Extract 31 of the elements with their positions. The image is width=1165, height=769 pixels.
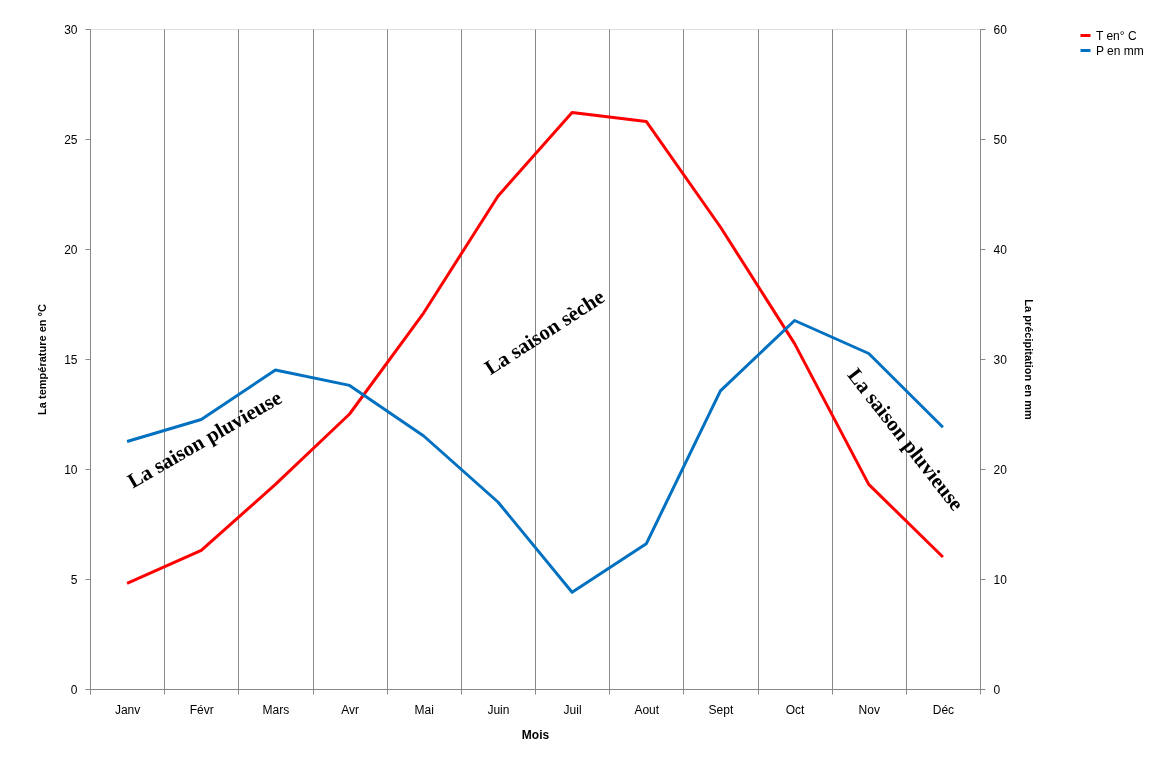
x-tick-label: Déc (932, 702, 955, 717)
y2-tick-label: 40 (993, 242, 1008, 257)
y2-tick-label: 20 (993, 462, 1008, 477)
x-tick-label: Juin (487, 702, 510, 717)
legend-label: P en mm (1096, 43, 1144, 58)
x-tick-label: Avr (341, 702, 359, 717)
x-tick-label: Sept (708, 702, 734, 717)
legend-label: T en° C (1096, 28, 1137, 43)
y-tick-label: 20 (64, 242, 78, 257)
y2-tick-label: 10 (993, 572, 1008, 587)
y2-tick-label: 0 (993, 682, 1001, 697)
x-tick-label: Nov (858, 702, 880, 717)
y-tick-label: 25 (64, 132, 78, 147)
x-tick-label: Janv (114, 702, 141, 717)
y-tick-label: 15 (64, 352, 78, 367)
x-tick-label: Mai (414, 702, 434, 717)
x-tick-label: Oct (785, 702, 806, 717)
x-tick-label: Juil (563, 702, 582, 717)
y-tick-label: 10 (64, 462, 78, 477)
x-tick-label: Févr (189, 702, 214, 717)
x-tick-label: Mars (262, 702, 290, 717)
y2-axis-title: La précipitation en mm (1022, 299, 1035, 420)
y2-tick-label: 50 (993, 132, 1008, 147)
y-axis-title: La température en °C (36, 304, 49, 415)
y2-tick-label: 30 (993, 352, 1008, 367)
y-tick-label: 30 (64, 22, 78, 37)
y-tick-label: 0 (70, 682, 78, 697)
y2-tick-label: 60 (993, 22, 1008, 37)
y-tick-label: 5 (70, 572, 78, 587)
x-tick-label: Aout (634, 702, 660, 717)
x-axis-title: Mois (521, 727, 550, 742)
